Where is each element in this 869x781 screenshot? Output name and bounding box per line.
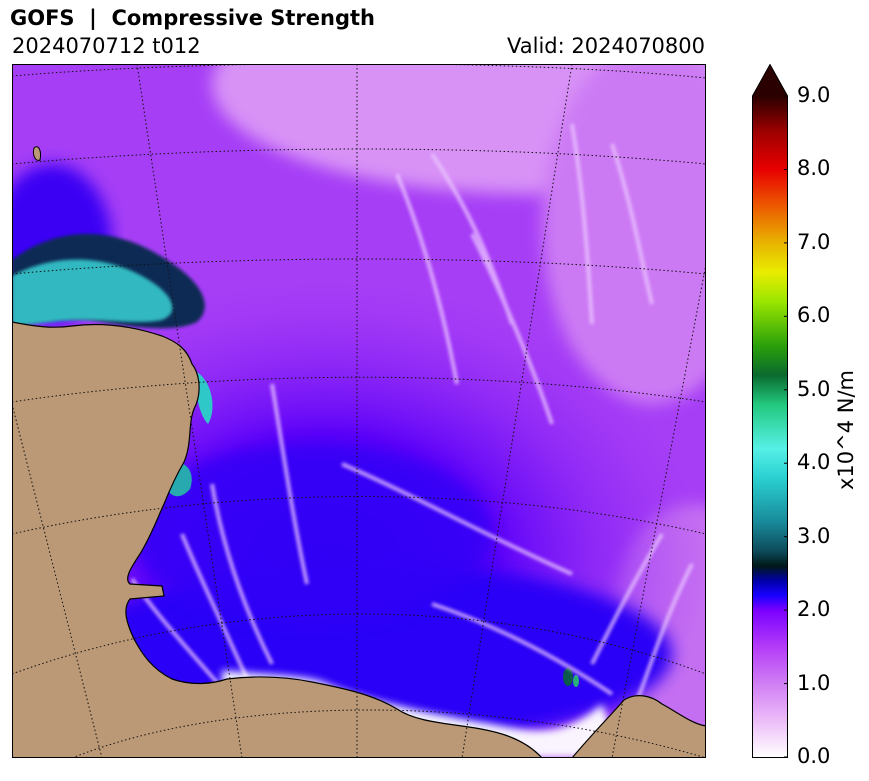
colorbar (752, 63, 788, 758)
valid-time-label: Valid: 2024070800 (507, 34, 705, 58)
colorbar-tick-label: 9.0 (797, 83, 831, 107)
graticule (12, 64, 706, 758)
land-west (12, 321, 543, 758)
high-strength-band-west (196, 372, 213, 424)
colorbar-tick-label: 8.0 (797, 156, 831, 181)
ice-field-blue-mid (132, 444, 492, 624)
colorbar-tick-label: 2.0 (797, 597, 831, 622)
colorbar-tick-label: 5.0 (797, 376, 831, 401)
colorbar-tick-label: 3.0 (797, 523, 831, 548)
colorbar-outline (752, 63, 788, 758)
colorbar-tick-label: 0.0 (797, 744, 831, 768)
colorbar-tick-label: 7.0 (797, 229, 831, 254)
colorbar-tick-label: 6.0 (797, 303, 831, 328)
colorbar-gradient (752, 96, 788, 757)
colorbar-tick-marks (784, 95, 788, 758)
map-frame (12, 64, 706, 758)
colorbar-extend-arrow (752, 64, 788, 96)
small-island (33, 146, 41, 161)
colorbar-label: x10^4 N/m (834, 369, 858, 491)
land-southeast (571, 695, 706, 758)
map-panel (12, 64, 706, 758)
colorbar-tick-label: 1.0 (797, 670, 831, 695)
colorbar-graphic (752, 63, 788, 758)
high-strength-spot-south (563, 668, 573, 686)
map-canvas (12, 64, 706, 758)
colorbar-tick-label: 4.0 (797, 450, 831, 475)
high-strength-core-northwest (12, 259, 173, 326)
run-time-label: 2024070712 t012 (12, 34, 201, 58)
high-strength-spot-south-2 (573, 675, 579, 687)
figure-title: GOFS | Compressive Strength (10, 6, 375, 30)
